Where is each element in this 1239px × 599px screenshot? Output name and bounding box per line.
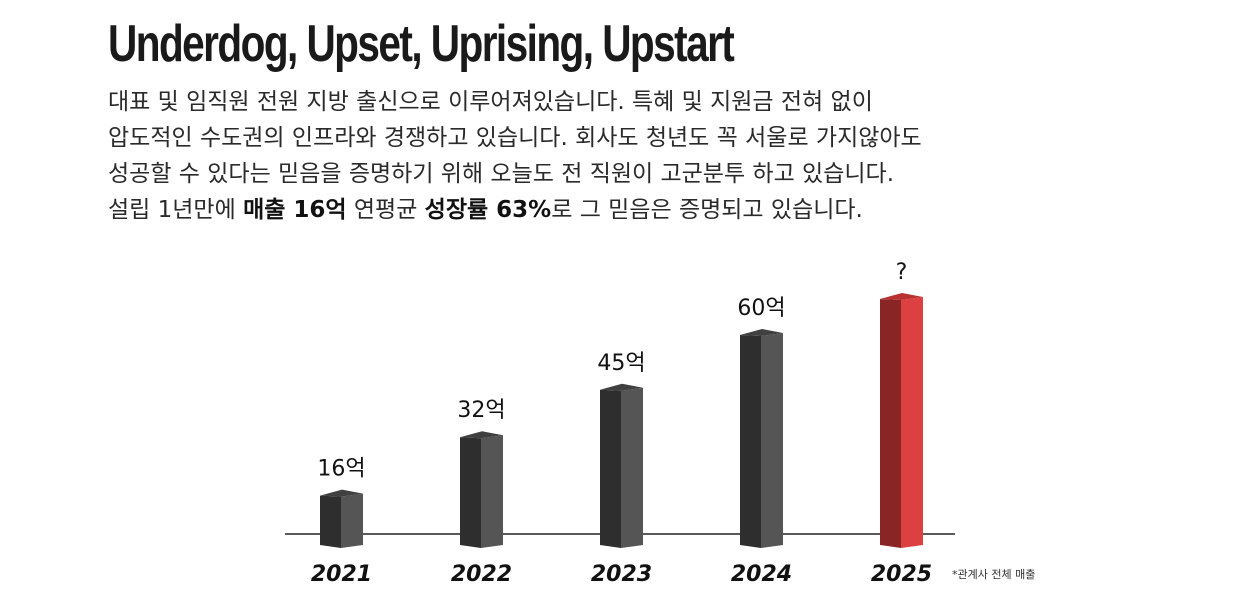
- paragraph-line-4: 설립 1년만에 매출 16억 연평균 성장률 63%로 그 믿음은 증명되고 있…: [108, 192, 1208, 228]
- bar-2025-top: [880, 293, 923, 300]
- bar-2024-top: [740, 329, 783, 336]
- bar-2022-side: [460, 437, 481, 548]
- bar-2025: [901, 297, 923, 548]
- bar-2021: [341, 493, 363, 548]
- x-tick-label-2022: 2022: [451, 562, 512, 587]
- x-tick-label-2025: 2025: [871, 562, 932, 587]
- bar-2021-top: [320, 489, 363, 497]
- bar-value-label-2025: ?: [896, 260, 908, 285]
- paragraph-line-4-part-3: 로 그 믿음은 증명되고 있습니다.: [551, 197, 863, 223]
- bar-2025-side: [880, 299, 901, 548]
- x-tick-label-2021: 2021: [311, 562, 372, 587]
- paragraph-line-2: 압도적인 수도권의 인프라와 경쟁하고 있습니다. 회사도 청년도 꼭 서울로 …: [108, 125, 922, 151]
- bar-2024-side: [740, 335, 761, 548]
- bar-value-label-2021: 16억: [317, 457, 365, 482]
- bar-2022: [481, 435, 503, 548]
- bar-value-label-2022: 32억: [457, 398, 505, 423]
- bar-2024: [761, 333, 783, 548]
- bar-2023-top: [600, 383, 643, 391]
- paragraph-line-4-part-1: 설립 1년만에: [108, 197, 244, 223]
- bar-2022-top: [460, 431, 503, 439]
- headline: Underdog, Upset, Uprising, Upstart: [108, 15, 735, 73]
- paragraph-line-4-part-2: 연평균: [346, 197, 425, 223]
- growth-rate-highlight: 성장률 63%: [424, 197, 552, 223]
- x-tick-label-2024: 2024: [731, 562, 792, 587]
- revenue-highlight: 매출 16억: [243, 197, 347, 223]
- revenue-footnote: *관계사 전체 매출: [952, 568, 1035, 581]
- bar-value-label-2024: 60억: [737, 296, 785, 321]
- bar-2021-side: [320, 495, 341, 548]
- bar-value-label-2023: 45억: [597, 351, 645, 376]
- paragraph-line-1: 대표 및 임직원 전원 지방 출신으로 이루어져있습니다. 특혜 및 지원금 전…: [108, 89, 873, 115]
- x-tick-label-2023: 2023: [591, 562, 652, 587]
- bar-2023-side: [600, 389, 621, 548]
- bar-2023: [621, 387, 643, 548]
- intro-paragraph: 대표 및 임직원 전원 지방 출신으로 이루어져있습니다. 특혜 및 지원금 전…: [108, 84, 1208, 228]
- paragraph-line-3: 성공할 수 있다는 믿음을 증명하기 위해 오늘도 전 직원이 고군분투 하고 …: [108, 161, 895, 187]
